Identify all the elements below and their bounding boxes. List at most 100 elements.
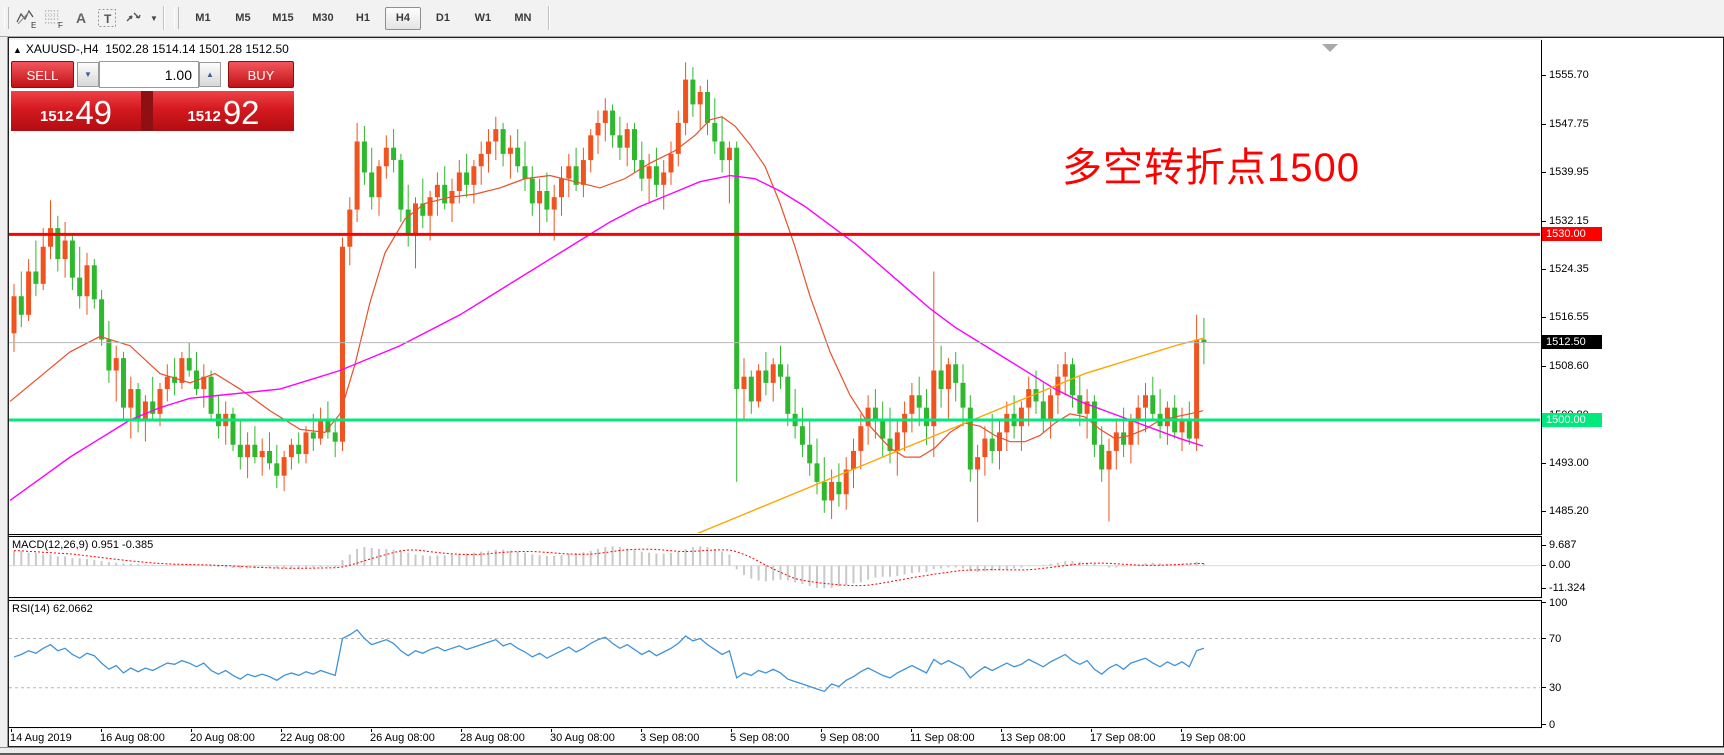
time-label: 14 Aug 2019: [10, 732, 72, 744]
text-box-icon[interactable]: T: [94, 6, 121, 31]
price-tick-label: 1493.00: [1549, 457, 1589, 469]
sell-price-main: 1512: [39, 108, 74, 125]
time-tick: [551, 729, 552, 732]
svg-text:E: E: [31, 21, 36, 29]
timeframe-d1[interactable]: D1: [435, 11, 450, 24]
time-tick: [191, 729, 192, 732]
time-label: 13 Sep 08:00: [1000, 732, 1066, 744]
ohlc-values: 1502.28 1514.14 1501.28 1512.50: [105, 42, 289, 56]
chart-text-annotation[interactable]: 多空转折点1500: [1062, 146, 1360, 190]
timeframe-group: M1 M5 M15 M30 H1 H4 D1 W1 MN: [183, 6, 543, 30]
toolbar-separator: [162, 6, 165, 30]
time-tick: [281, 729, 282, 732]
timeframe-m5[interactable]: M5: [235, 11, 251, 24]
buy-price-pips: 92: [222, 94, 260, 131]
price-tick-label: 1524.35: [1549, 263, 1589, 275]
time-label: 20 Aug 08:00: [190, 732, 255, 744]
macd-tick: [1542, 545, 1546, 546]
time-label: 26 Aug 08:00: [370, 732, 435, 744]
price-tick: [1542, 75, 1546, 76]
time-tick: [1001, 729, 1002, 732]
macd-tick: [1542, 588, 1546, 589]
time-label: 5 Sep 08:00: [730, 732, 790, 744]
svg-text:T: T: [104, 12, 112, 26]
price-tick-label: 1547.75: [1549, 118, 1589, 130]
toolbar-grip-2[interactable]: [173, 7, 179, 29]
time-label: 22 Aug 08:00: [280, 732, 345, 744]
time-label: 28 Aug 08:00: [460, 732, 525, 744]
volume-input[interactable]: [99, 61, 199, 88]
time-tick: [641, 729, 642, 732]
rsi-canvas[interactable]: [9, 601, 1540, 727]
price-level-chip: 1530.00: [1542, 227, 1602, 241]
macd-canvas[interactable]: [9, 537, 1540, 597]
buy-price-main: 1512: [187, 108, 221, 125]
expert-chart-icon[interactable]: E: [13, 6, 40, 31]
symbol-label: XAUUSD-,H4: [25, 42, 99, 56]
price-tick-label: 1539.95: [1549, 166, 1589, 178]
sell-price-pips: 49: [75, 94, 113, 131]
rsi-panel: RSI(14) 62.0662: [9, 600, 1542, 728]
time-axis[interactable]: 14 Aug 2019 16 Aug 08:00 20 Aug 08:00 22 Au…: [9, 729, 1542, 746]
price-chart-canvas[interactable]: [9, 40, 1540, 536]
macd-tick-label: 0.00: [1549, 559, 1571, 571]
price-tick: [1542, 124, 1546, 125]
price-tick: [1542, 463, 1546, 464]
ohlc-arrow-icon[interactable]: ▲: [13, 45, 22, 55]
time-label: 11 Sep 08:00: [910, 732, 975, 744]
drawing-tools-group: E F A T ▼: [13, 6, 158, 31]
toolbar: E F A T ▼ M1 M5 M15 M30 H1 H4 D1 W1 MN: [0, 0, 1724, 37]
timeframe-w1[interactable]: W1: [474, 11, 492, 24]
price-tick: [1542, 172, 1546, 173]
time-tick: [371, 729, 372, 732]
time-tick: [821, 729, 822, 732]
cursor-mode-icon[interactable]: [121, 6, 148, 31]
chart-window: ▲ XAUUSD-,H4 1502.28 1514.14 1501.28 1512…: [8, 37, 1724, 747]
macd-tick: [1542, 565, 1546, 566]
rsi-tick-label: 0: [1549, 719, 1556, 731]
timeframe-h4[interactable]: H4: [384, 6, 421, 30]
text-annotation-icon[interactable]: A: [67, 6, 94, 31]
price-tick-label: 1485.20: [1549, 505, 1589, 517]
rsi-tick: [1542, 602, 1546, 603]
rsi-tick-label: 30: [1549, 682, 1562, 694]
time-label: 30 Aug 08:00: [550, 732, 615, 744]
trade-top-row: SELL ▼ ▲ BUY: [11, 61, 294, 89]
macd-tick-label: -11.324: [1549, 582, 1586, 594]
toolbar-grip[interactable]: [4, 7, 9, 29]
price-axis[interactable]: 1555.70 1547.75 1539.95 1532.15 1524.35 1516.…: [1542, 38, 1723, 746]
rsi-tick-label: 70: [1549, 633, 1562, 645]
time-tick: [911, 729, 912, 732]
timeframe-mn[interactable]: MN: [514, 11, 532, 24]
price-tick-label: 1516.55: [1549, 311, 1589, 323]
volume-decrease-button[interactable]: ▼: [77, 62, 99, 87]
rsi-tick-label: 100: [1549, 597, 1568, 609]
buy-button[interactable]: BUY: [228, 61, 294, 88]
volume-increase-button[interactable]: ▲: [199, 62, 221, 87]
time-tick: [1091, 729, 1092, 732]
timeframe-m1[interactable]: M1: [195, 11, 211, 24]
timeframe-h1[interactable]: H1: [355, 11, 370, 24]
timeframe-m30[interactable]: M30: [312, 11, 334, 24]
snap-grid-icon[interactable]: F: [40, 6, 67, 31]
rsi-label: RSI(14) 62.0662: [12, 603, 93, 615]
timeframe-m15[interactable]: M15: [272, 11, 294, 24]
price-level-chip: 1500.00: [1542, 413, 1602, 427]
svg-text:F: F: [58, 21, 63, 29]
time-label: 17 Sep 08:00: [1090, 732, 1156, 744]
rsi-tick: [1542, 638, 1546, 639]
time-label: 19 Sep 08:00: [1180, 732, 1246, 744]
cursor-mode-dropdown-icon[interactable]: ▼: [150, 13, 158, 23]
buy-quote-panel[interactable]: 1512 92: [153, 91, 294, 131]
sell-quote-panel[interactable]: 1512 49: [11, 91, 141, 131]
price-tick-label: 1532.15: [1549, 215, 1589, 227]
time-tick: [11, 729, 12, 732]
time-label: 3 Sep 08:00: [640, 732, 700, 744]
bottom-dock-divider: [0, 747, 1724, 755]
time-label: 16 Aug 08:00: [100, 732, 165, 744]
price-tick-label: 1555.70: [1549, 69, 1589, 81]
rsi-tick: [1542, 687, 1546, 688]
sell-button[interactable]: SELL: [11, 61, 74, 88]
price-tick: [1542, 269, 1546, 270]
